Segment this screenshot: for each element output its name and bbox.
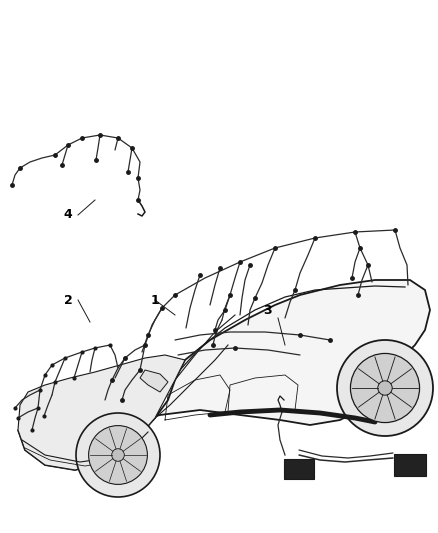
Polygon shape: [140, 370, 168, 392]
Circle shape: [76, 413, 160, 497]
Text: 1: 1: [151, 294, 159, 306]
Polygon shape: [18, 280, 430, 470]
Circle shape: [88, 425, 148, 484]
Circle shape: [378, 381, 392, 395]
FancyBboxPatch shape: [394, 454, 426, 476]
Text: 3: 3: [263, 303, 271, 317]
Circle shape: [350, 353, 420, 423]
Text: 4: 4: [64, 208, 72, 222]
Polygon shape: [18, 355, 185, 470]
Text: 2: 2: [64, 294, 72, 306]
Circle shape: [112, 449, 124, 461]
FancyBboxPatch shape: [284, 459, 314, 479]
Circle shape: [337, 340, 433, 436]
